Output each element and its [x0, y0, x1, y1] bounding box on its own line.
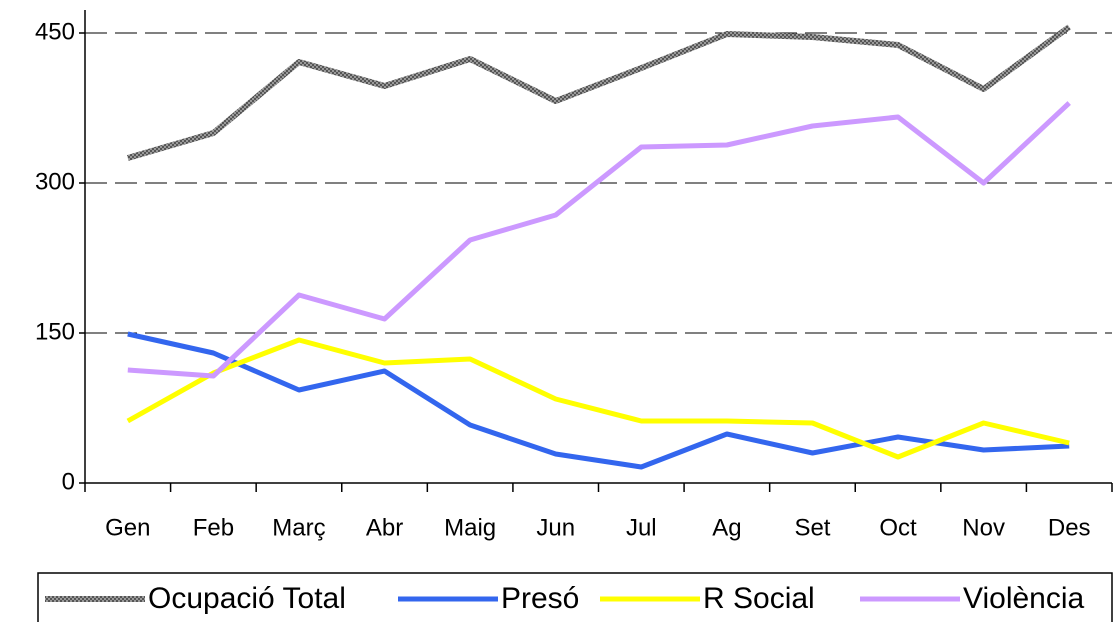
x-tick-label: Gen — [105, 514, 150, 541]
legend-label: Presó — [501, 582, 579, 615]
x-tick-label: Jul — [626, 514, 657, 541]
series-line — [127, 331, 1070, 470]
x-tick-label: Maig — [444, 514, 496, 541]
x-tick-label: Des — [1048, 514, 1091, 541]
x-tick-label: Feb — [193, 514, 234, 541]
legend-label: R Social — [703, 582, 815, 615]
x-tick-label: Set — [794, 514, 830, 541]
x-tick-label: Abr — [366, 514, 403, 541]
x-tick-label: Ag — [712, 514, 741, 541]
x-tick-label: Març — [272, 514, 325, 541]
y-tick-label: 300 — [35, 168, 75, 195]
series-line — [127, 101, 1071, 379]
legend-label: Ocupació Total — [148, 582, 346, 615]
x-tick-label: Jun — [536, 514, 575, 541]
y-tick-label: 450 — [35, 18, 75, 45]
legend-label: Violència — [963, 582, 1085, 615]
y-tick-label: 0 — [62, 468, 75, 495]
series-line — [126, 337, 1070, 460]
series-line — [126, 24, 1071, 161]
x-tick-label: Nov — [962, 514, 1005, 541]
y-tick-label: 150 — [35, 318, 75, 345]
x-tick-label: Oct — [879, 514, 917, 541]
